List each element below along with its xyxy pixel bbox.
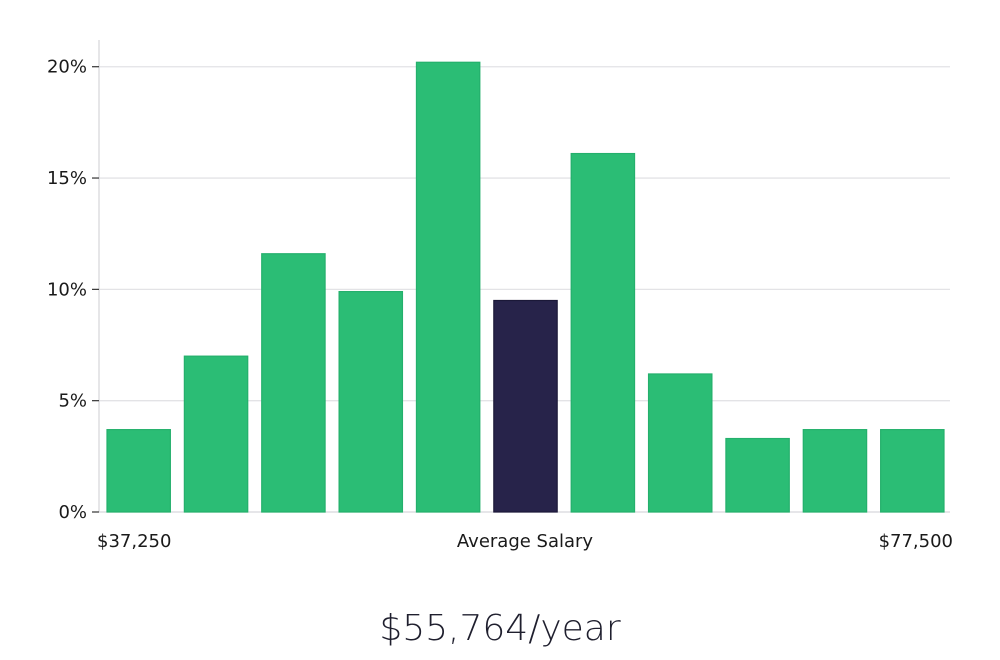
- bar: [261, 253, 326, 513]
- x-start-label: $37,250: [97, 531, 171, 552]
- y-tick-label: 0%: [58, 502, 87, 523]
- bar: [106, 429, 171, 513]
- average-salary-text: $55,764/year: [379, 608, 621, 649]
- bar: [880, 429, 945, 513]
- x-axis-label: Average Salary: [457, 531, 594, 552]
- bar: [570, 152, 636, 513]
- y-tick-label: 10%: [47, 279, 87, 300]
- bar: [725, 437, 790, 513]
- y-tick-label: 5%: [58, 391, 87, 412]
- x-end-label: $77,500: [879, 531, 953, 552]
- bar: [802, 429, 868, 513]
- y-tick-label: 15%: [47, 168, 87, 189]
- y-tick-labels: 0% 5% 10% 15% 20%: [47, 57, 99, 523]
- y-tick-label: 20%: [47, 57, 87, 78]
- bar: [338, 290, 404, 513]
- bar-highlighted: [493, 299, 558, 513]
- salary-distribution-chart: 0% 5% 10% 15% 20% $37,250 Average Salary $77…: [47, 40, 953, 552]
- bar: [647, 373, 713, 513]
- bar: [415, 61, 481, 513]
- bar: [183, 355, 249, 513]
- bars: [106, 61, 945, 513]
